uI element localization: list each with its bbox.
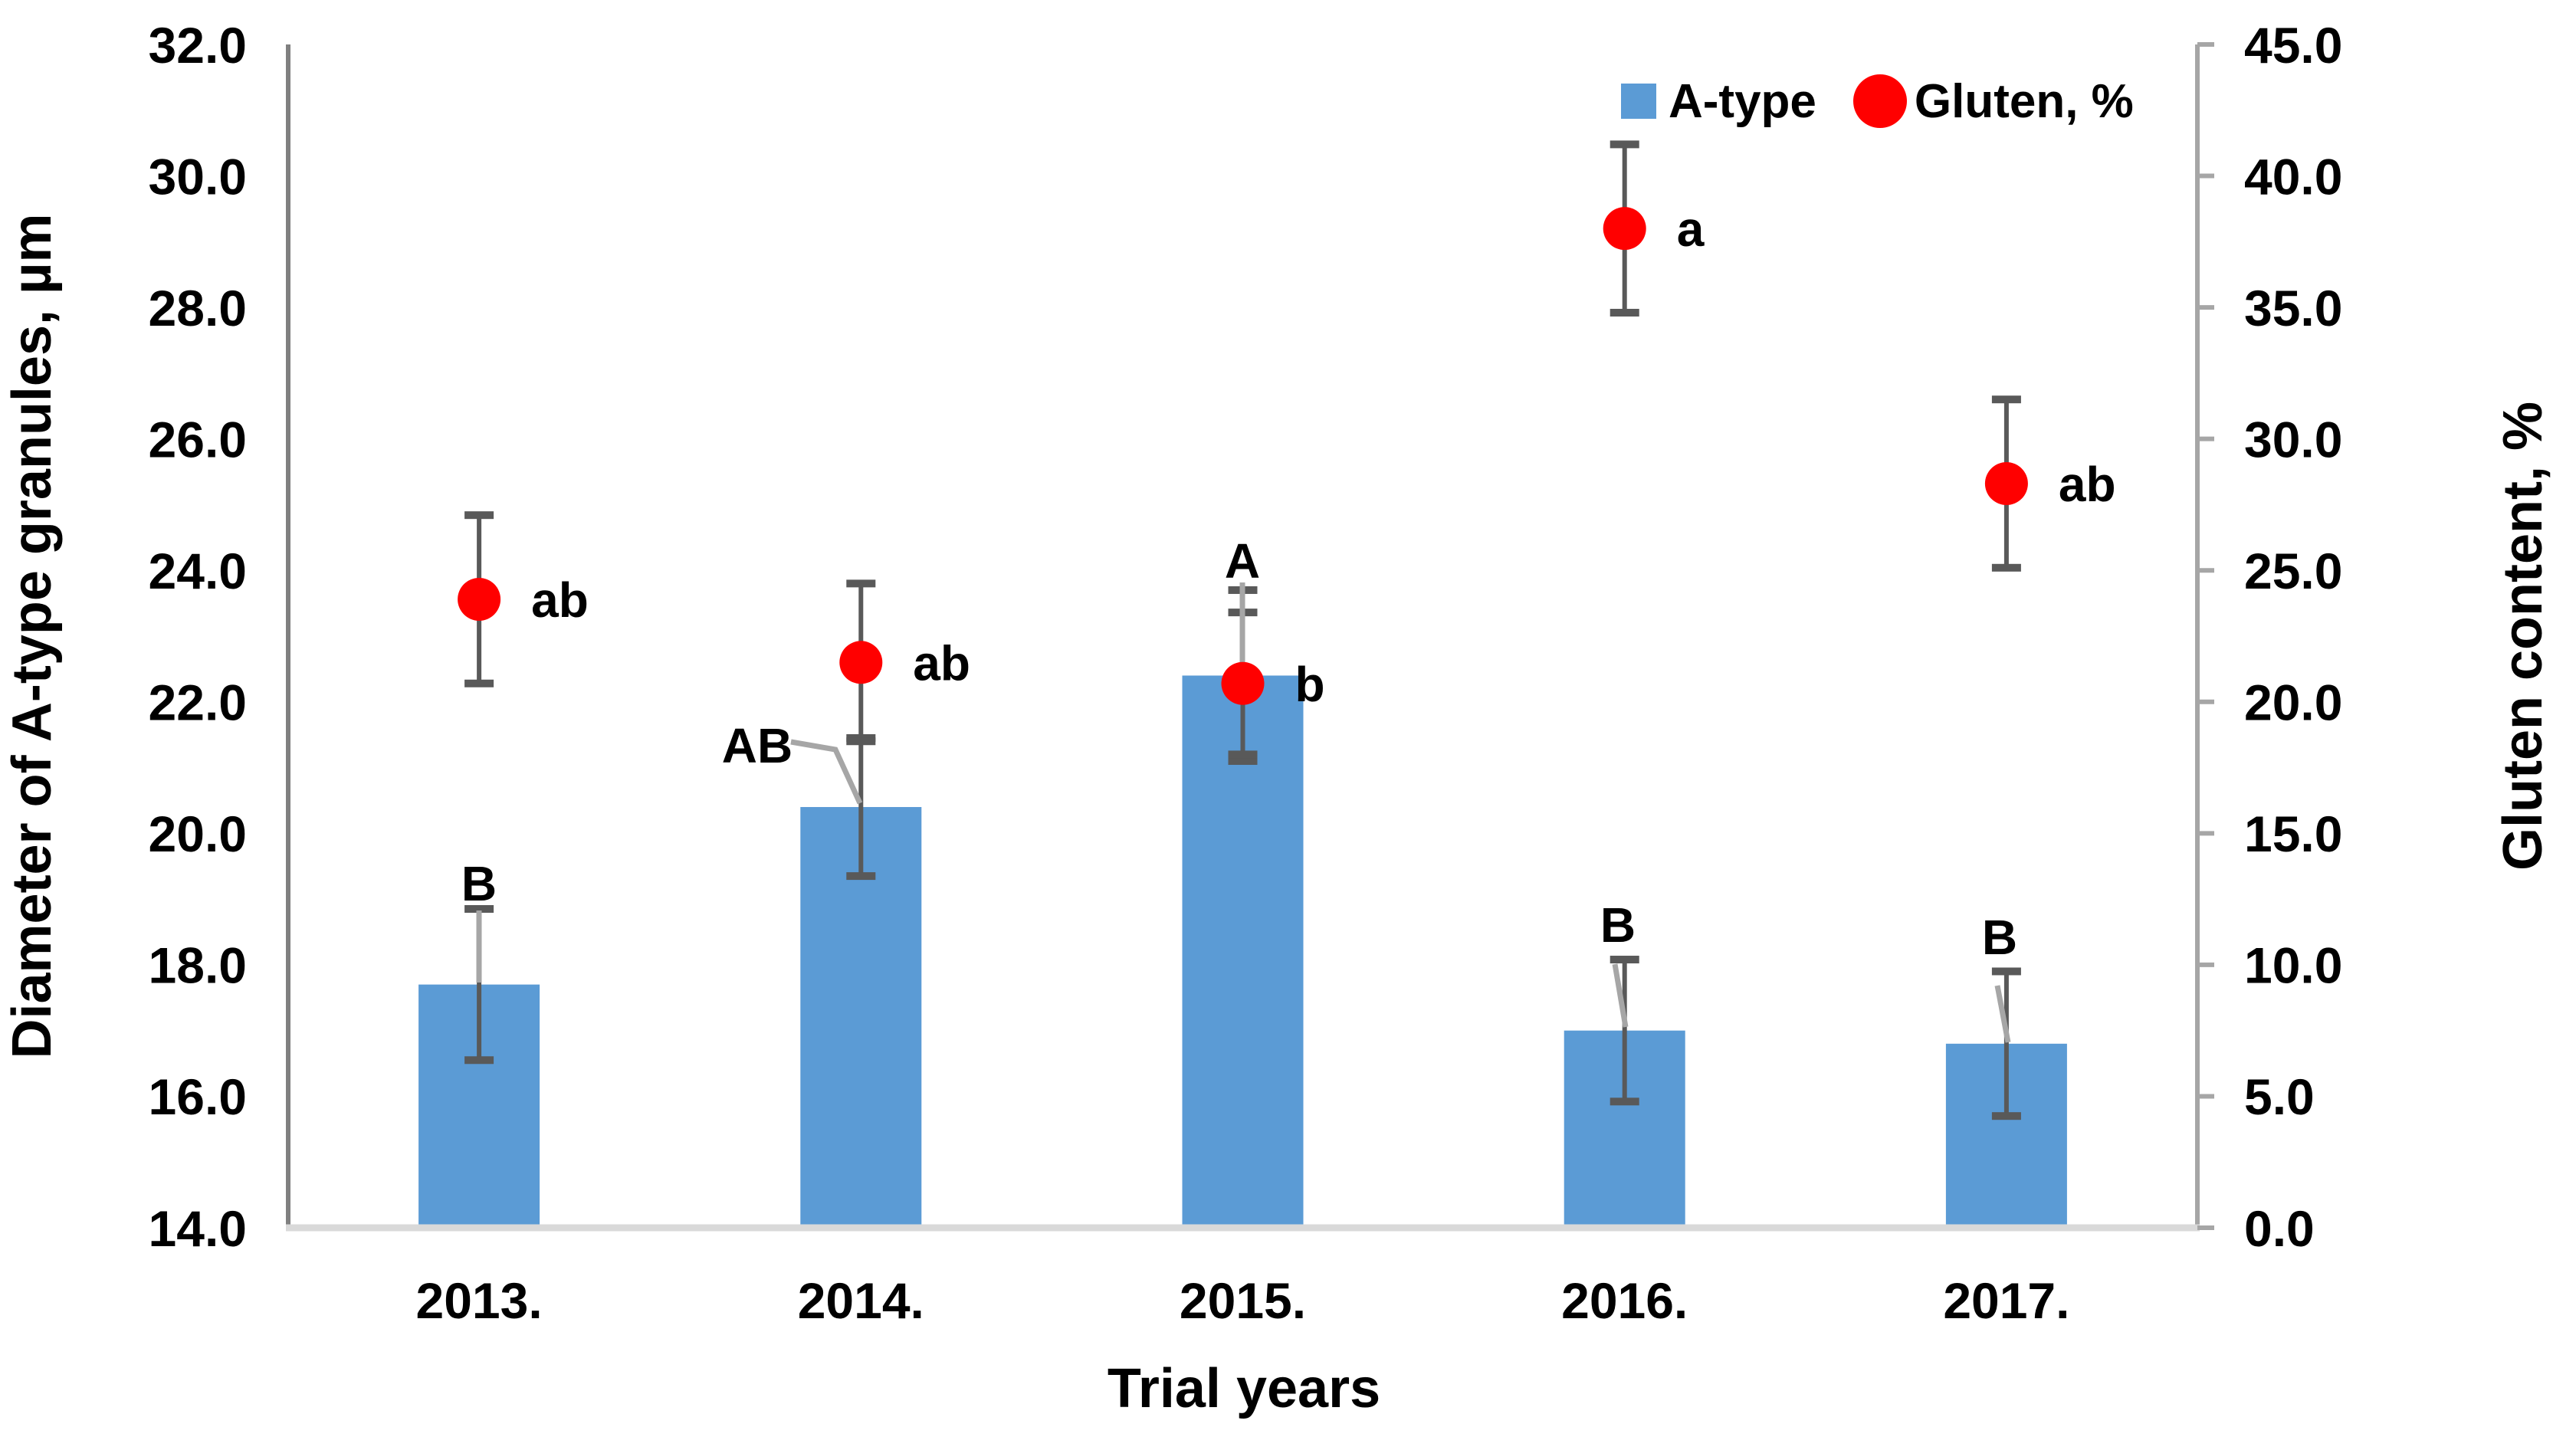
right-tick-label-40.0: 40.0 [2244, 148, 2342, 205]
left-tick-label-18.0: 18.0 [149, 937, 247, 994]
x-category-label-2016: 2016. [1561, 1272, 1688, 1329]
dot-error-0-cap-bottom [464, 679, 494, 687]
left-tick-label-28.0: 28.0 [149, 280, 247, 336]
legend-bar-swatch-icon [1621, 84, 1656, 119]
bar-sig-letter-4: B [1982, 910, 2017, 965]
dot-sig-letter-4: ab [2059, 457, 2116, 512]
dot-sig-letter-3: a [1677, 202, 1705, 257]
right-tick-label-30.0: 30.0 [2244, 411, 2342, 468]
leader-line-1 [790, 739, 863, 805]
gluten-dot-2 [1221, 661, 1265, 705]
x-category-label-2013: 2013. [416, 1272, 543, 1329]
left-tick-label-32.0: 32.0 [149, 17, 247, 74]
dot-error-0-cap-top [464, 511, 494, 520]
bar-sig-letter-3: B [1600, 897, 1636, 953]
gluten-dot-1 [839, 641, 883, 684]
gluten-dot-3 [1603, 207, 1646, 251]
left-tick-label-14.0: 14.0 [149, 1200, 247, 1257]
dot-sig-letter-2: b [1295, 657, 1325, 712]
legend-dot-swatch-icon [1852, 74, 1907, 128]
bar-error-4-cap-bottom [1991, 1112, 2021, 1120]
dot-error-3-cap-bottom [1610, 308, 1639, 317]
bar-sig-letter-1: AB [722, 718, 792, 773]
bar-error-4-cap-top [1991, 967, 2021, 976]
leader-line-4 [1994, 985, 2011, 1043]
left-tick-label-24.0: 24.0 [149, 543, 247, 599]
dot-error-1-cap-top [846, 579, 876, 588]
left-tick-label-30.0: 30.0 [149, 148, 247, 205]
x-axis-title: Trial years [1107, 1358, 1381, 1419]
legend-bar-label: A-type [1669, 74, 1816, 128]
dot-sig-letter-1: ab [913, 635, 970, 691]
left-tick-label-16.0: 16.0 [149, 1068, 247, 1125]
left-tick-label-22.0: 22.0 [149, 674, 247, 731]
bar-error-3-cap-top [1610, 956, 1639, 964]
bar-error-0-cap-bottom [464, 1056, 494, 1065]
right-tick-label-0.0: 0.0 [2244, 1200, 2315, 1257]
right-tick-label-15.0: 15.0 [2244, 805, 2342, 862]
dot-error-3-cap-top [1610, 140, 1639, 149]
bar-2015 [1182, 675, 1304, 1228]
dot-error-4-cap-bottom [1991, 563, 2021, 572]
right-tick-label-5.0: 5.0 [2244, 1068, 2315, 1125]
legend-dot-label: Gluten, % [1914, 74, 2134, 128]
left-axis-title: Diameter of A-type granules, µm [2, 213, 63, 1059]
right-tick-label-35.0: 35.0 [2244, 280, 2342, 336]
bar-error-3-cap-bottom [1610, 1097, 1639, 1106]
x-category-label-2015: 2015. [1180, 1272, 1306, 1329]
x-category-label-2017: 2017. [1943, 1272, 2069, 1329]
gluten-dot-4 [1984, 461, 2028, 505]
right-tick-label-45.0: 45.0 [2244, 17, 2342, 74]
x-category-label-2014: 2014. [798, 1272, 924, 1329]
gluten-dot-0 [458, 577, 501, 621]
bar-sig-letter-0: B [461, 856, 497, 911]
left-tick-label-20.0: 20.0 [149, 805, 247, 862]
right-axis-title: Gluten content, % [2492, 402, 2554, 871]
dot-error-1-cap-bottom [846, 737, 876, 746]
right-tick-label-25.0: 25.0 [2244, 543, 2342, 599]
legend: A-type Gluten, % [1621, 71, 2134, 132]
dot-error-4-cap-top [1991, 395, 2021, 404]
dot-sig-letter-0: ab [531, 573, 589, 628]
bar-sig-letter-2: A [1225, 533, 1260, 589]
right-tick-label-20.0: 20.0 [2244, 674, 2342, 731]
left-tick-label-26.0: 26.0 [149, 411, 247, 468]
leader-line-3 [1612, 963, 1629, 1028]
bar-error-0-cap-top [464, 904, 494, 913]
dot-error-2-cap-bottom [1228, 750, 1258, 759]
bar-error-1-cap-bottom [846, 872, 876, 881]
bar-error-2-cap-bottom [1228, 756, 1258, 765]
right-tick-label-10.0: 10.0 [2244, 937, 2342, 994]
